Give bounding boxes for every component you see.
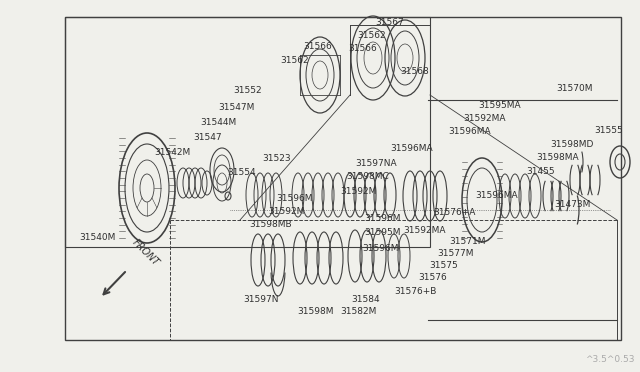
Text: 31576+B: 31576+B (394, 286, 436, 295)
Text: ^3.5^0.53: ^3.5^0.53 (586, 355, 635, 364)
Text: 31576: 31576 (419, 273, 447, 282)
Text: 31552: 31552 (234, 86, 262, 94)
Text: 31566: 31566 (349, 44, 378, 52)
Text: 31523: 31523 (262, 154, 291, 163)
Bar (65, 17, 430, 247)
Text: 31592MA: 31592MA (464, 113, 506, 122)
Text: 31598MD: 31598MD (550, 140, 594, 148)
Text: 31544M: 31544M (200, 118, 236, 126)
Text: 31577M: 31577M (438, 250, 474, 259)
Text: 31555: 31555 (595, 125, 623, 135)
Text: 31473M: 31473M (554, 199, 590, 208)
Text: 31542M: 31542M (154, 148, 190, 157)
Text: 31595MA: 31595MA (479, 100, 522, 109)
Text: 31595M: 31595M (365, 228, 401, 237)
Text: 31597N: 31597N (243, 295, 279, 304)
Text: 31570M: 31570M (557, 83, 593, 93)
Text: 31455: 31455 (527, 167, 556, 176)
Bar (65, 17, 621, 340)
Text: 31596MA: 31596MA (476, 190, 518, 199)
Text: 31547M: 31547M (218, 103, 254, 112)
Text: 31547: 31547 (194, 132, 222, 141)
Text: FRONT: FRONT (130, 237, 161, 268)
Text: 31596M: 31596M (276, 193, 313, 202)
Text: 31562: 31562 (281, 55, 309, 64)
Text: 31592M: 31592M (268, 206, 304, 215)
Text: 31592MA: 31592MA (404, 225, 446, 234)
Text: 31596MA: 31596MA (449, 126, 492, 135)
Text: 31584: 31584 (352, 295, 380, 304)
Text: 31596M: 31596M (365, 214, 401, 222)
Text: 31598MA: 31598MA (537, 153, 579, 161)
Text: 31571M: 31571M (450, 237, 486, 246)
Text: 31582M: 31582M (340, 307, 376, 315)
Text: 31598MB: 31598MB (250, 219, 292, 228)
Text: 31597NA: 31597NA (355, 158, 397, 167)
Text: 31540M: 31540M (79, 232, 115, 241)
Text: 31554: 31554 (228, 167, 256, 176)
Text: 31576+A: 31576+A (433, 208, 475, 217)
Text: 31568: 31568 (401, 67, 429, 76)
Text: 31567: 31567 (376, 17, 404, 26)
Text: 31596MA: 31596MA (390, 144, 433, 153)
Text: 31598M: 31598M (298, 307, 334, 315)
Text: 31566: 31566 (303, 42, 332, 51)
Text: 31592M: 31592M (340, 186, 376, 196)
Text: 31598MC: 31598MC (347, 171, 389, 180)
Text: 31575: 31575 (429, 262, 458, 270)
Text: 31562: 31562 (358, 31, 387, 39)
Text: 31596M: 31596M (363, 244, 399, 253)
